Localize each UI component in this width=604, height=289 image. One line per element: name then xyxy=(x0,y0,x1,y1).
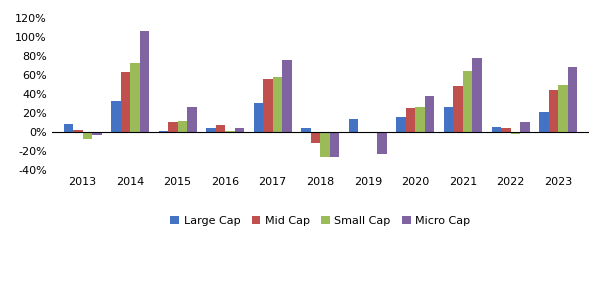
Bar xyxy=(282,60,292,132)
Bar xyxy=(396,117,406,132)
Bar xyxy=(444,107,454,132)
Bar xyxy=(140,32,149,132)
Bar xyxy=(501,128,510,132)
Bar xyxy=(254,103,263,132)
Bar xyxy=(121,72,130,132)
Bar xyxy=(63,124,73,132)
Bar xyxy=(349,118,358,132)
Bar xyxy=(320,132,330,157)
Bar xyxy=(520,123,530,132)
Bar xyxy=(273,77,282,132)
Bar xyxy=(568,67,577,132)
Bar xyxy=(311,132,320,143)
Bar xyxy=(463,71,472,132)
Bar xyxy=(378,132,387,154)
Bar xyxy=(472,58,482,132)
Bar xyxy=(159,131,168,132)
Bar xyxy=(187,107,197,132)
Bar xyxy=(225,131,235,132)
Bar xyxy=(548,90,558,132)
Bar xyxy=(83,132,92,138)
Bar xyxy=(301,128,311,132)
Bar xyxy=(73,130,83,132)
Bar xyxy=(235,128,244,132)
Bar xyxy=(492,127,501,132)
Bar xyxy=(263,79,273,132)
Bar xyxy=(425,96,434,132)
Bar xyxy=(558,86,568,132)
Bar xyxy=(168,123,178,132)
Bar xyxy=(330,132,339,157)
Bar xyxy=(510,132,520,134)
Bar xyxy=(178,121,187,132)
Bar xyxy=(130,63,140,132)
Bar xyxy=(216,125,225,132)
Bar xyxy=(206,128,216,132)
Legend: Large Cap, Mid Cap, Small Cap, Micro Cap: Large Cap, Mid Cap, Small Cap, Micro Cap xyxy=(166,212,475,230)
Bar xyxy=(92,132,101,135)
Bar xyxy=(406,108,416,132)
Bar xyxy=(454,86,463,132)
Bar xyxy=(111,101,121,132)
Bar xyxy=(416,107,425,132)
Bar xyxy=(539,112,548,132)
